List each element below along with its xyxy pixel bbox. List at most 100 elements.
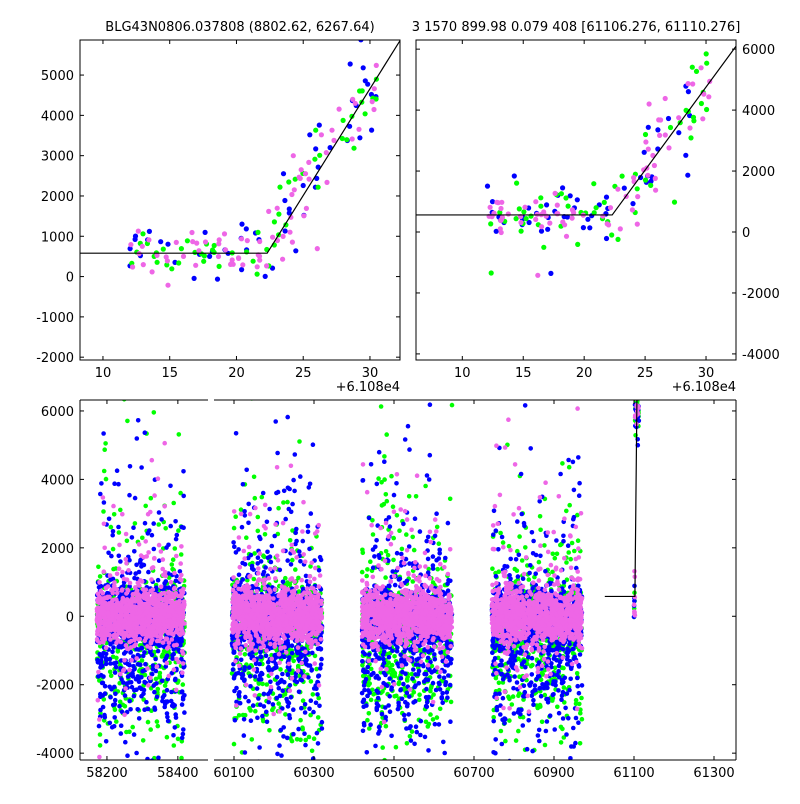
point-pink [124,532,129,537]
point-green [435,567,440,572]
point-pink [127,668,132,673]
point-green [368,559,373,564]
point-pink [115,591,120,596]
point-pink [653,188,658,193]
axes-frame [80,40,400,360]
y-tick-label: -1000 [36,311,74,326]
point-green [615,237,620,242]
point-blue [646,125,651,130]
point-green [103,441,108,446]
point-green [504,785,509,790]
point-green [146,720,151,725]
point-green [437,541,442,546]
point-green [380,503,385,508]
point-pink [653,176,658,181]
point-pink [179,578,184,583]
point-blue [642,150,647,155]
point-pink [181,661,186,666]
point-green [643,178,648,183]
point-pink [101,495,106,500]
point-green [360,88,365,93]
point-green [383,287,388,292]
point-green [276,701,281,706]
point-blue [630,201,635,206]
point-pink [96,670,101,675]
point-blue [685,173,690,178]
point-blue [150,758,155,763]
point-green [602,200,607,205]
point-pink [657,133,662,138]
point-green [276,506,281,511]
point-blue [164,656,169,661]
point-blue [130,672,135,677]
point-blue [132,576,137,581]
point-blue [136,418,141,423]
x-tick-label: 30 [362,366,379,381]
point-pink [658,117,663,122]
point-pink [630,207,635,212]
point-green [438,707,443,712]
point-green [163,683,168,688]
point-green [163,526,168,531]
point-green [360,570,365,575]
point-pink [126,633,131,638]
point-blue [485,184,490,189]
point-pink [103,616,108,621]
point-pink [108,573,113,578]
point-pink [618,226,623,231]
point-blue [676,130,681,135]
point-blue [127,493,132,498]
point-green [171,557,176,562]
point-green [551,552,556,557]
y-tick-label: 5000 [41,69,74,84]
point-blue [622,186,627,191]
point-blue [108,642,113,647]
point-green [704,61,709,66]
point-green [316,715,321,720]
point-pink [146,623,151,628]
point-pink [141,262,146,267]
point-green [252,577,257,582]
point-blue [108,695,113,700]
point-green [694,69,699,74]
point-green [130,725,135,730]
point-pink [518,220,523,225]
point-green [277,185,282,190]
point-blue [112,481,117,486]
point-green [341,118,346,123]
point-blue [97,724,102,729]
point-blue [130,535,135,540]
point-pink [663,96,668,101]
point-blue [137,716,142,721]
point-blue [150,653,155,658]
point-blue [172,703,177,708]
point-green [668,125,673,130]
point-pink [687,125,692,130]
point-green [408,734,413,739]
point-blue [560,185,565,190]
point-pink [124,561,129,566]
point-green [320,389,325,394]
point-pink [100,601,105,606]
point-blue [111,703,116,708]
point-pink [189,230,194,235]
x-tick-label: 10 [95,366,112,381]
point-green [316,185,321,190]
point-green [538,528,543,533]
point-pink [117,602,122,607]
point-pink [122,667,127,672]
point-pink [560,219,565,224]
point-pink [539,224,544,229]
point-pink [547,221,552,226]
point-green [98,743,103,748]
point-pink [371,107,376,112]
point-green [538,195,543,200]
point-green [501,540,506,545]
point-pink [116,616,121,621]
point-green [361,551,366,556]
point-green [564,509,569,514]
point-green [125,419,130,424]
point-pink [157,594,162,599]
point-pink [615,187,620,192]
point-green [412,548,417,553]
